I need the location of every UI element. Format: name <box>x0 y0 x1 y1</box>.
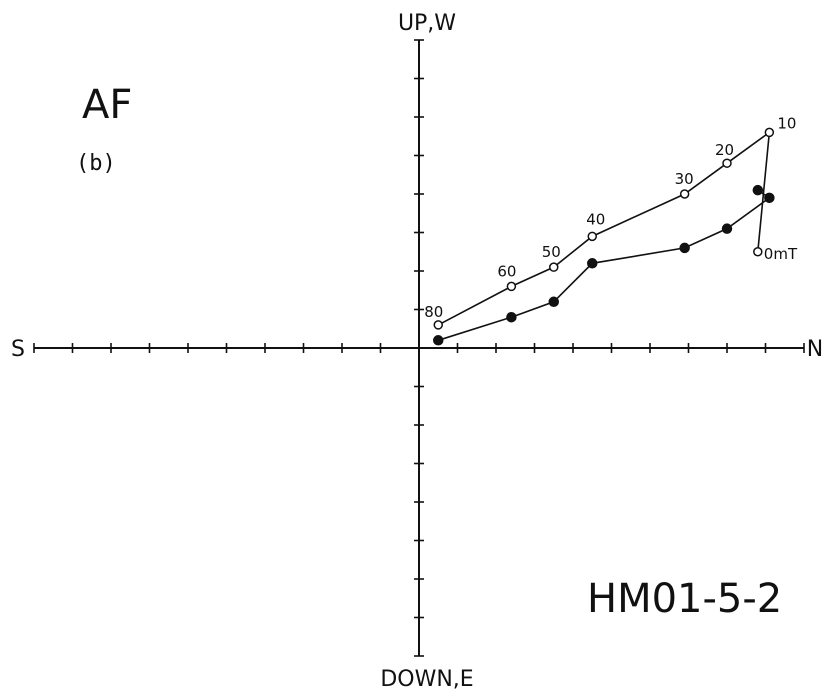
step-label: 0mT <box>764 245 798 263</box>
series-horizontal-projection <box>433 127 775 330</box>
open-circle-point <box>433 320 443 330</box>
filled-circle-point <box>721 223 733 234</box>
step-labels: 0mT 10 20 30 40 50 60 80 <box>424 114 798 321</box>
sample-id: HM01-5-2 <box>587 576 782 622</box>
step-label: 60 <box>497 262 516 280</box>
open-circle-point <box>506 281 517 292</box>
axis-ticks <box>33 39 805 657</box>
panel-label: (b) <box>76 151 116 176</box>
axis-label-left: S <box>11 337 25 362</box>
filled-circle-point <box>764 192 775 204</box>
step-label: 40 <box>586 210 605 228</box>
filled-circle-point <box>679 242 690 254</box>
open-circle-point <box>753 247 763 257</box>
open-circle-point <box>679 189 690 199</box>
step-label: 50 <box>542 243 561 261</box>
step-label: 10 <box>777 114 796 132</box>
open-circle-point <box>722 158 732 168</box>
method-label: AF <box>82 82 132 128</box>
filled-circle-point <box>506 311 517 323</box>
points-horizontal-projection <box>433 127 775 330</box>
step-label: 20 <box>715 141 734 159</box>
axis-label-up: UP,W <box>398 11 456 36</box>
filled-circle-point <box>433 335 444 346</box>
step-label: 80 <box>424 303 443 321</box>
axis-label-right: N <box>807 337 823 362</box>
filled-circle-point <box>752 184 764 196</box>
filled-circle-point <box>587 258 598 269</box>
path-horizontal-projection <box>437 130 771 326</box>
open-circle-point <box>549 262 559 272</box>
series-vertical-projection <box>433 184 775 346</box>
points-vertical-projection <box>433 184 775 346</box>
path-vertical-projection <box>438 189 771 342</box>
axis-label-down: DOWN,E <box>380 667 473 692</box>
open-circle-point <box>587 231 597 242</box>
step-label: 30 <box>675 170 694 188</box>
filled-circle-point <box>548 296 559 308</box>
axes <box>33 39 805 657</box>
open-circle-point <box>764 127 775 138</box>
